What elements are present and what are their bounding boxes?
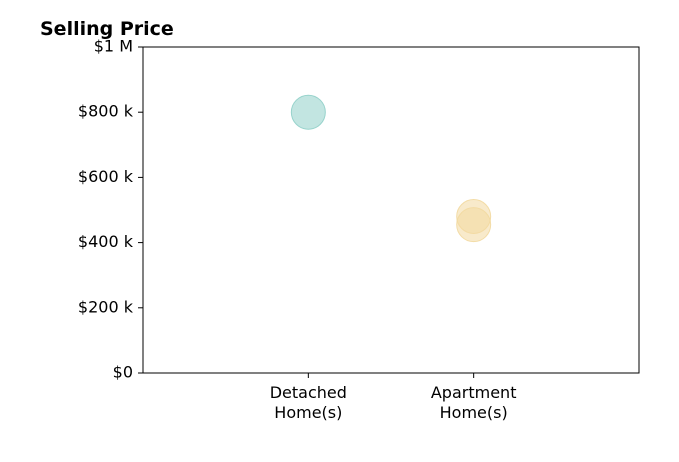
y-tick-label: $800 k (78, 102, 134, 121)
y-tick-label: $400 k (78, 232, 134, 251)
x-tick-label: Apartment Home(s) (431, 383, 517, 422)
x-tick-label-line: Detached (270, 383, 347, 402)
y-tick-label: $600 k (78, 167, 134, 186)
y-tick-label: $1 M (94, 37, 133, 56)
plot-frame (142, 46, 640, 374)
y-tick-label: $0 (113, 363, 133, 382)
x-tick-label-line: Apartment (431, 383, 517, 402)
x-tick-label-line: Home(s) (440, 403, 508, 422)
x-tick-label: Detached Home(s) (270, 383, 347, 422)
data-point (456, 207, 492, 243)
y-tick-label: $200 k (78, 297, 134, 316)
data-points (290, 94, 492, 243)
data-point (290, 94, 326, 130)
chart-title: Selling Price (40, 18, 174, 40)
x-tick-label-line: Home(s) (274, 403, 342, 422)
